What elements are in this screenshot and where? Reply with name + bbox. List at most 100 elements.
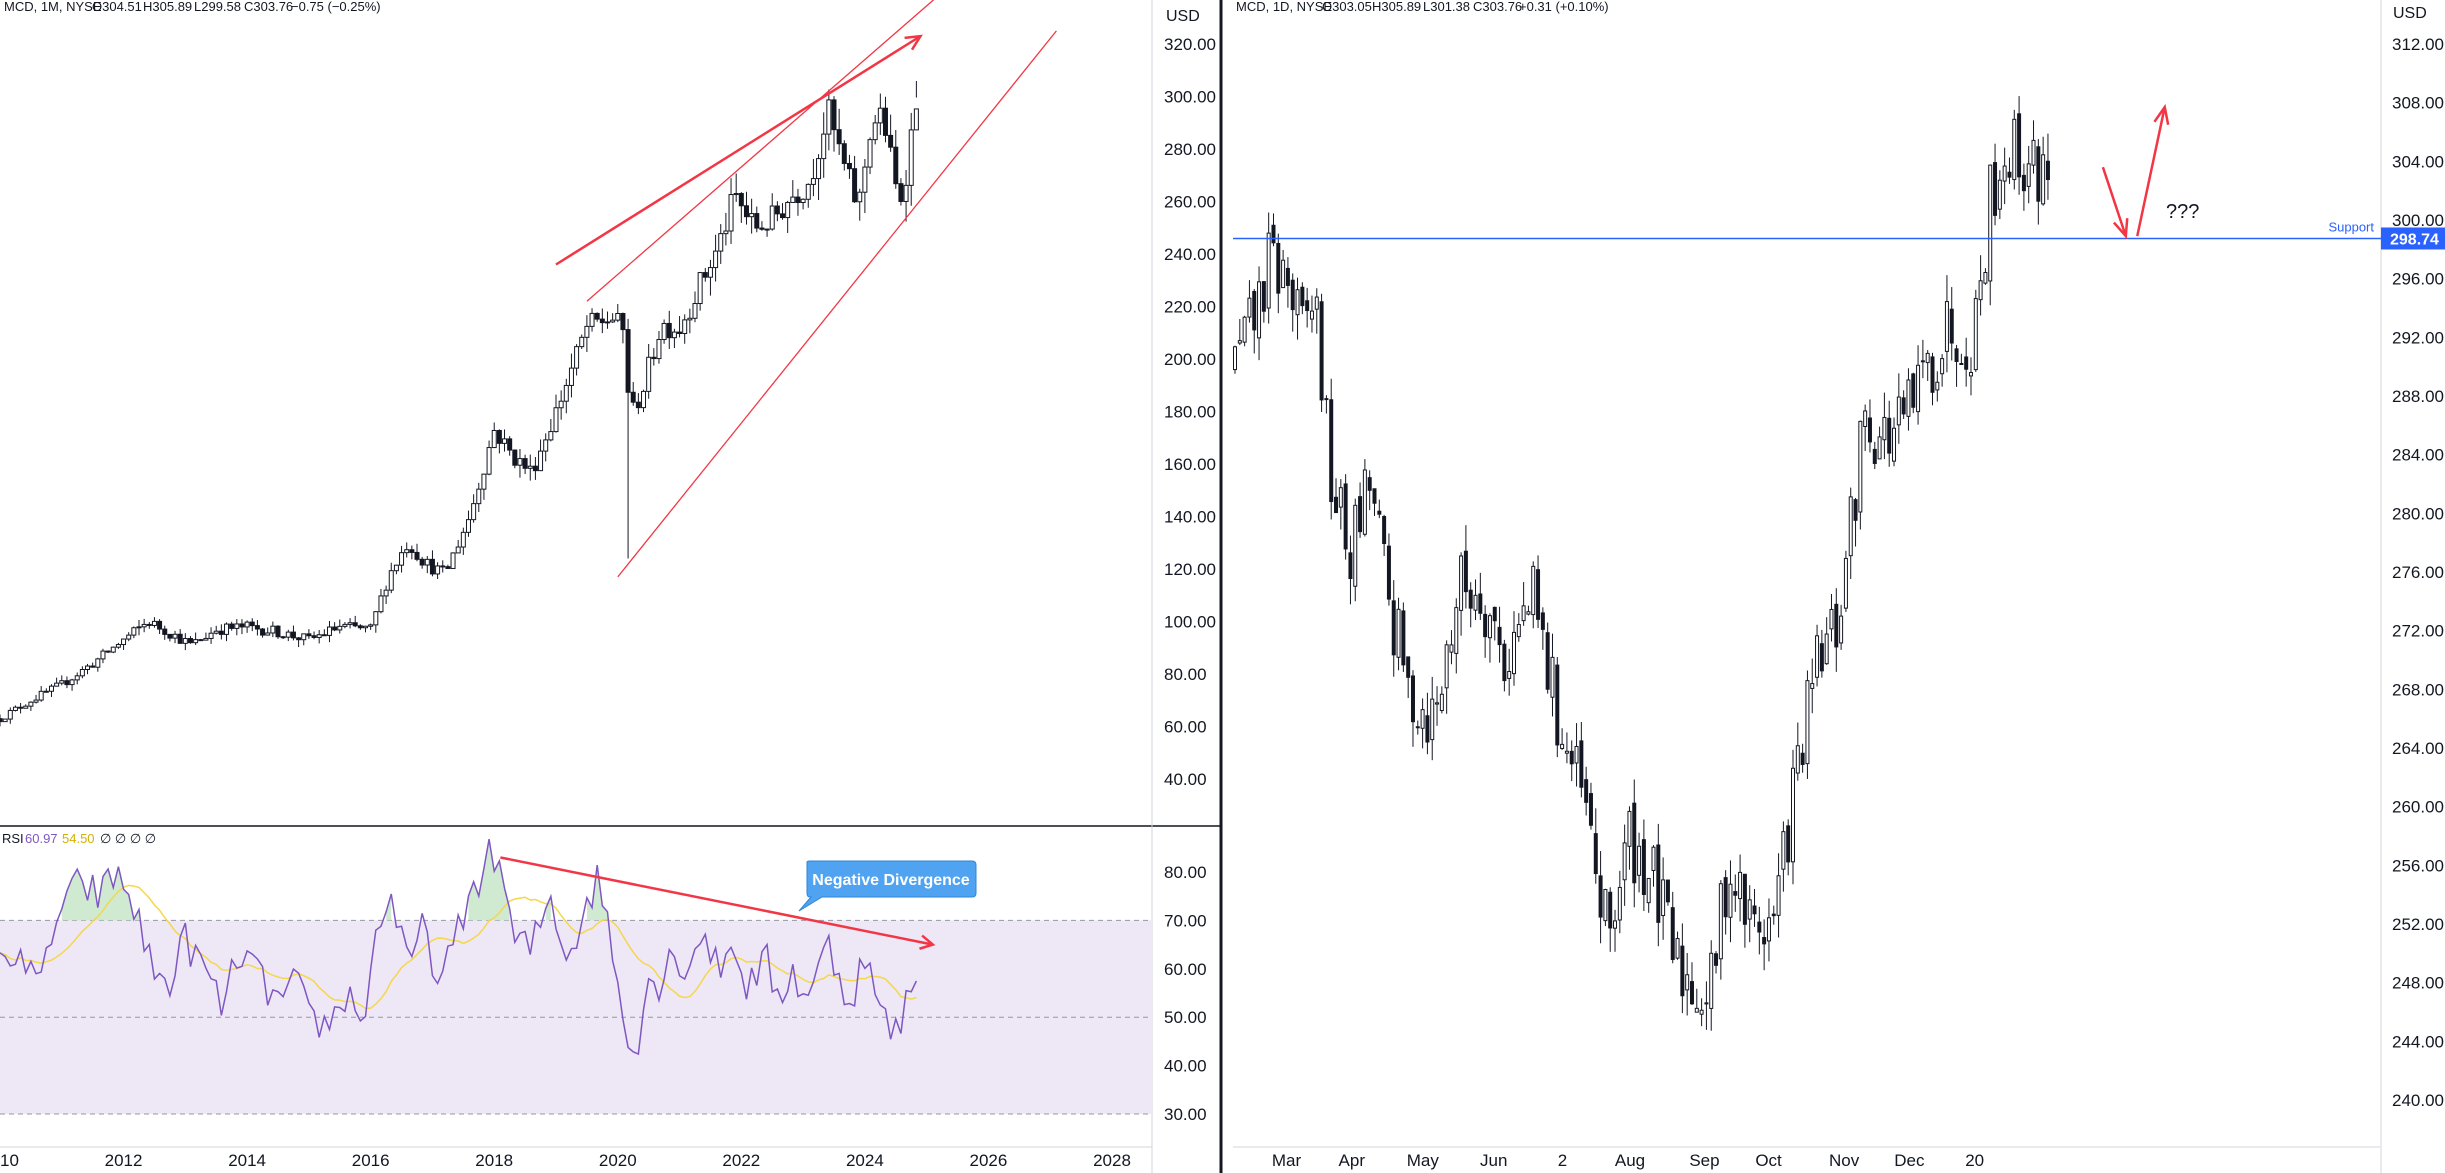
monthly-candle-153 [785, 201, 791, 219]
rsi-overbought-fill [545, 896, 551, 921]
monthly-candle-120 [615, 313, 621, 321]
monthly-upper-channel[interactable] [586, 0, 989, 302]
monthly-candle-2 [7, 709, 13, 720]
monthly-xtick-label: 2018 [475, 1151, 513, 1170]
monthly-candle-111 [568, 367, 574, 386]
daily-candle-159 [1997, 179, 2002, 210]
daily-ytick-label: 280.00 [2392, 504, 2444, 523]
daily-candle-83 [1632, 802, 1637, 884]
monthly-candle-158 [810, 178, 816, 185]
rsi-divergence-arrow[interactable] [500, 856, 934, 946]
monthly-candle-3 [12, 706, 18, 711]
monthly-candle-15 [74, 675, 80, 681]
rsi-pane[interactable]: 80.00 70.00 60.00 50.00 40.00 30.00 RSI 60.97 54… [0, 831, 1207, 1124]
daily-candle-80 [1617, 886, 1622, 921]
monthly-candle-76 [388, 570, 394, 591]
daily-candle-127 [1843, 557, 1848, 609]
monthly-candle-21 [105, 650, 111, 653]
daily-xtick-label: Apr [1339, 1151, 1366, 1170]
daily-candle-164 [2021, 174, 2026, 192]
monthly-candle-96 [491, 429, 497, 449]
monthly-xtick-label: 2012 [105, 1151, 143, 1170]
monthly-candle-162 [831, 99, 837, 131]
monthly-candle-36 [182, 638, 188, 644]
daily-candle-73 [1584, 779, 1589, 803]
daily-candle-98 [1704, 1002, 1709, 1005]
monthly-candle-78 [399, 552, 405, 566]
daily-candle-108 [1752, 905, 1757, 915]
daily-candle-168 [2041, 154, 2046, 205]
daily-candle-111 [1766, 917, 1771, 942]
daily-candle-99 [1709, 952, 1714, 1009]
daily-candle-102 [1723, 877, 1728, 918]
daily-candle-89 [1661, 879, 1666, 917]
monthly-candle-7 [33, 699, 39, 703]
monthly-candle-145 [743, 205, 749, 218]
daily-candle-144 [1925, 352, 1930, 364]
daily-candle-36 [1406, 656, 1411, 678]
monthly-candle-34 [172, 633, 178, 639]
monthly-candle-43 [218, 630, 224, 635]
daily-candle-42 [1435, 702, 1440, 705]
daily-candle-91 [1670, 907, 1675, 960]
daily-candle-30 [1377, 510, 1382, 515]
daily-candle-106 [1742, 873, 1747, 925]
monthly-candle-73 [373, 611, 379, 626]
monthly-candle-134 [687, 317, 693, 321]
daily-candle-5 [1257, 281, 1262, 339]
daily-candle-57 [1507, 671, 1512, 679]
daily-candle-121 [1815, 635, 1820, 678]
monthly-lower-channel[interactable] [617, 30, 1057, 578]
daily-up-arrow[interactable] [2136, 106, 2166, 237]
daily-xtick-label: May [1407, 1151, 1440, 1170]
daily-down-arrow[interactable] [2101, 166, 2127, 237]
daily-ytick-label: 292.00 [2392, 328, 2444, 347]
monthly-candle-17 [85, 665, 91, 670]
daily-candle-39 [1420, 709, 1425, 729]
daily-candle-101 [1718, 883, 1723, 960]
monthly-candle-112 [574, 346, 580, 369]
daily-candle-157 [1988, 164, 1993, 282]
monthly-candle-164 [841, 143, 847, 164]
daily-candle-123 [1824, 633, 1829, 665]
monthly-candle-102 [522, 458, 528, 469]
monthly-candle-99 [507, 438, 513, 451]
monthly-candle-11 [54, 682, 60, 687]
daily-candle-82 [1627, 810, 1632, 847]
monthly-candle-40 [203, 637, 209, 641]
daily-ytick-label: 308.00 [2392, 94, 2444, 113]
daily-candle-65 [1545, 632, 1550, 690]
daily-candle-138 [1896, 396, 1901, 426]
monthly-candle-26 [131, 627, 137, 636]
monthly-candle-115 [589, 312, 595, 327]
daily-candle-68 [1560, 743, 1565, 749]
monthly-candle-6 [28, 701, 34, 707]
negative-divergence-callout[interactable] [798, 860, 977, 912]
monthly-ytick-label: 280.00 [1164, 140, 1216, 159]
monthly-trend-arrow[interactable] [555, 35, 922, 266]
daily-candle-95 [1689, 981, 1694, 1005]
monthly-xtick-label: 2014 [228, 1151, 266, 1170]
monthly-candle-90 [460, 531, 466, 548]
monthly-ytick-label: 240.00 [1164, 245, 1216, 264]
daily-candle-47 [1459, 555, 1464, 611]
rsi-divergence-arrowhead [919, 934, 936, 950]
monthly-xtick-label: 2026 [970, 1151, 1008, 1170]
daily-candle-130 [1858, 420, 1863, 513]
monthly-candle-139 [713, 250, 719, 269]
monthly-candle-108 [553, 407, 559, 433]
daily-candle-45 [1449, 644, 1454, 653]
monthly-candle-97 [496, 429, 502, 444]
monthly-candle-122 [625, 329, 631, 393]
daily-ytick-label: 268.00 [2392, 680, 2444, 699]
monthly-candle-166 [852, 168, 858, 203]
daily-ytick-label: 304.00 [2392, 152, 2444, 171]
daily-candle-19 [1324, 398, 1329, 401]
daily-candle-125 [1834, 603, 1839, 648]
daily-candle-70 [1569, 750, 1574, 765]
daily-candle-105 [1738, 871, 1743, 900]
daily-candle-0 [1233, 346, 1237, 371]
